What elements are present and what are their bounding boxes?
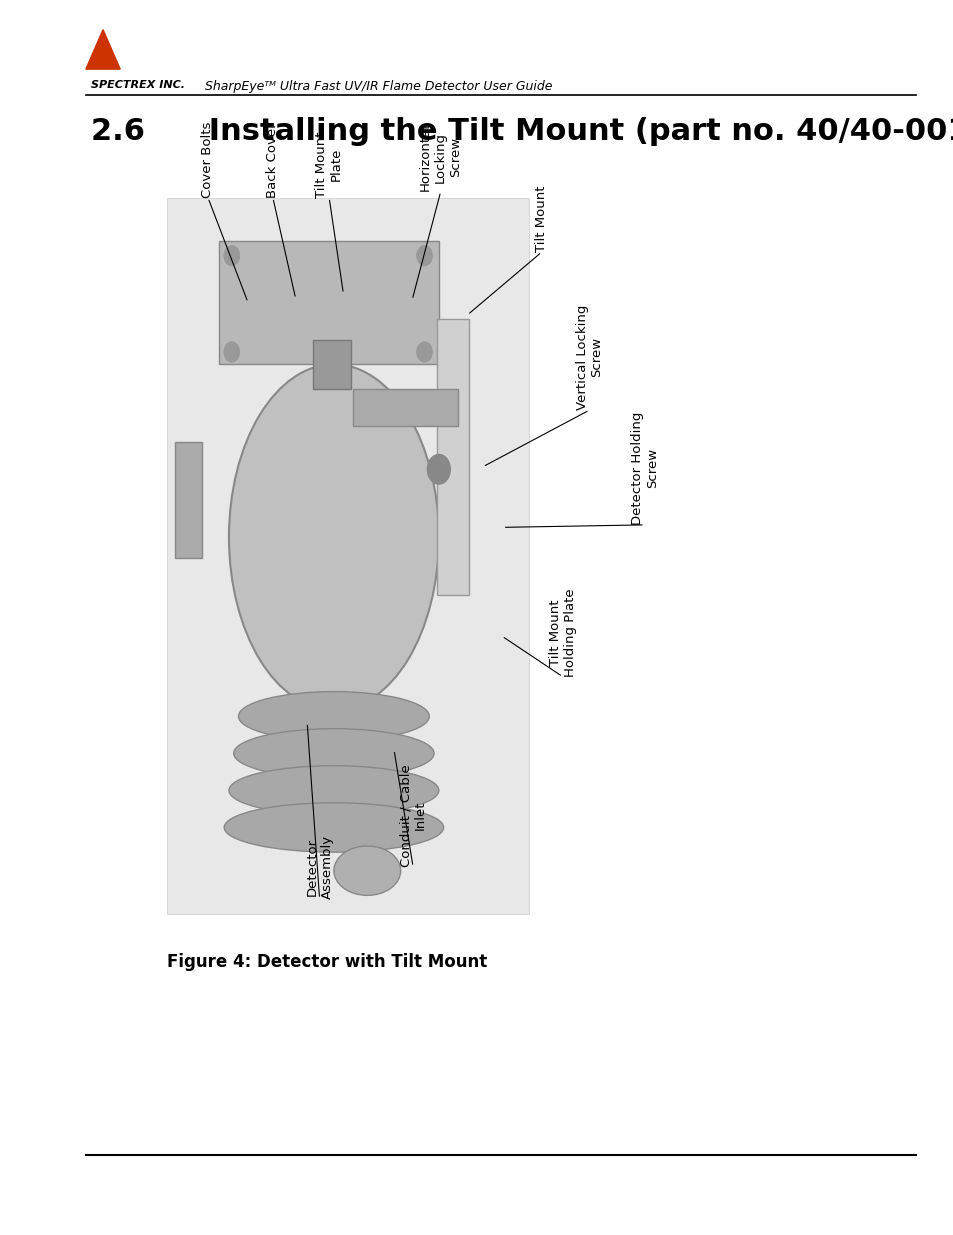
Text: Figure 4: Detector with Tilt Mount: Figure 4: Detector with Tilt Mount — [167, 953, 487, 972]
Ellipse shape — [233, 729, 434, 778]
Text: Cover Bolts: Cover Bolts — [201, 121, 214, 198]
Text: Back Cover: Back Cover — [266, 122, 279, 198]
FancyBboxPatch shape — [313, 340, 351, 389]
Text: 2.6      Installing the Tilt Mount (part no. 40/40-001): 2.6 Installing the Tilt Mount (part no. … — [91, 117, 953, 146]
Text: Detector Holding
Screw: Detector Holding Screw — [630, 411, 659, 525]
FancyBboxPatch shape — [167, 198, 529, 914]
Text: Tilt Mount
Plate: Tilt Mount Plate — [314, 131, 343, 198]
Ellipse shape — [334, 846, 400, 895]
Text: SPECTREX INC.: SPECTREX INC. — [91, 80, 185, 90]
Text: SharpEyeᵀᴹ Ultra Fast UV/IR Flame Detector User Guide: SharpEyeᵀᴹ Ultra Fast UV/IR Flame Detect… — [205, 80, 552, 94]
Circle shape — [224, 246, 239, 266]
Text: Detector
Assembly: Detector Assembly — [305, 835, 334, 899]
Text: Vertical Locking
Screw: Vertical Locking Screw — [575, 305, 603, 410]
Text: Tilt Mount: Tilt Mount — [535, 185, 548, 252]
Circle shape — [224, 342, 239, 362]
Text: Horizontal
Locking
Screw: Horizontal Locking Screw — [418, 124, 462, 191]
FancyBboxPatch shape — [174, 442, 202, 558]
FancyBboxPatch shape — [353, 389, 457, 426]
FancyBboxPatch shape — [219, 241, 438, 364]
Circle shape — [416, 342, 432, 362]
Circle shape — [416, 246, 432, 266]
Polygon shape — [86, 30, 120, 69]
Ellipse shape — [229, 364, 438, 710]
Text: Conduit / Cable
Inlet: Conduit / Cable Inlet — [398, 764, 427, 867]
FancyBboxPatch shape — [436, 319, 469, 595]
Ellipse shape — [224, 803, 443, 852]
Ellipse shape — [229, 766, 438, 815]
Text: Tilt Mount
Holding Plate: Tilt Mount Holding Plate — [548, 588, 577, 677]
Circle shape — [427, 454, 450, 484]
Ellipse shape — [238, 692, 429, 741]
